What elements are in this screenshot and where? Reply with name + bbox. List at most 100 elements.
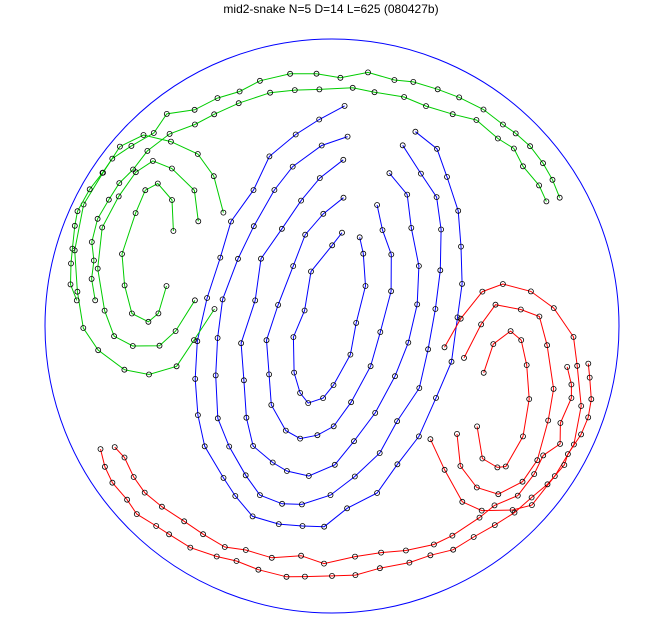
vertex-marker (519, 478, 526, 485)
vertex-marker (517, 306, 524, 313)
vertex-marker (536, 182, 542, 189)
vertex-marker (557, 420, 564, 426)
vertex-marker (91, 257, 97, 264)
vertex-marker (298, 501, 305, 508)
vertex-marker (194, 412, 201, 419)
vertex-marker (140, 132, 147, 138)
vertex-marker (271, 187, 278, 193)
vertex-marker (299, 523, 306, 529)
vertex-marker (269, 459, 276, 466)
vertex-marker (574, 362, 581, 369)
snake-path-green (121, 182, 174, 323)
vertex-marker (416, 385, 423, 392)
vertex-marker (318, 142, 325, 149)
vertex-marker (130, 474, 137, 480)
vertex-marker (568, 381, 575, 388)
vertex-marker (71, 222, 78, 229)
vertex-marker (585, 360, 592, 367)
vertex-marker (415, 433, 422, 440)
vertex-marker (433, 394, 439, 401)
vertex-marker (414, 301, 421, 308)
vertex-marker (109, 479, 116, 486)
vertex-marker (450, 546, 457, 553)
vertex-marker (132, 210, 139, 217)
vertex-marker (109, 155, 116, 162)
vertex-marker (266, 153, 273, 160)
vertex-marker (163, 283, 170, 289)
vertex-marker (556, 194, 563, 201)
vertex-marker (512, 130, 519, 137)
vertex-marker (330, 382, 337, 389)
vertex-marker (316, 86, 323, 93)
vertex-marker (308, 268, 314, 275)
vertex-marker (479, 455, 486, 462)
vertex-marker (191, 187, 198, 194)
vertex-marker (191, 121, 198, 128)
snake-path-green (91, 87, 547, 301)
vertex-marker (507, 328, 514, 335)
vertex-marker (166, 531, 173, 538)
vertex-marker (111, 444, 118, 451)
vertex-marker (531, 471, 538, 478)
vertex-marker (570, 333, 577, 340)
vertex-marker (337, 74, 344, 81)
vertex-marker (473, 484, 480, 491)
vertex-marker (129, 343, 136, 349)
vertex-marker (297, 389, 304, 396)
vertex-marker (95, 347, 102, 354)
vertex-marker (480, 106, 487, 113)
vertex-marker (321, 560, 327, 567)
vertex-marker (250, 187, 257, 194)
vertex-marker (557, 440, 563, 447)
vertex-marker (173, 363, 180, 370)
vertex-marker (275, 521, 282, 527)
vertex-marker (405, 339, 412, 346)
vertex-marker (116, 180, 123, 187)
vertex-marker (228, 218, 234, 225)
vertex-marker (194, 338, 201, 345)
vertex-marker (329, 573, 335, 579)
vertex-marker (298, 552, 305, 559)
vertex-marker (430, 541, 437, 548)
snake-paths (67, 69, 595, 580)
vertex-marker (146, 371, 152, 378)
vertex-marker (454, 314, 461, 321)
vertex-marker (169, 197, 175, 203)
vertex-marker (495, 491, 502, 498)
vertex-marker (80, 325, 87, 331)
vertex-marker (145, 318, 152, 325)
vertex-marker (499, 121, 506, 128)
vertex-marker (520, 163, 526, 170)
vertex-marker (282, 427, 289, 434)
vertex-marker (168, 165, 175, 172)
vertex-marker (250, 443, 257, 449)
vertex-marker (302, 231, 309, 238)
vertex-marker (214, 415, 221, 422)
vertex-marker (154, 180, 161, 187)
vertex-marker (327, 492, 334, 499)
vertex-marker (242, 547, 249, 553)
vertex-marker (449, 111, 456, 118)
vertex-marker (117, 143, 123, 150)
vertex-marker (415, 263, 422, 269)
vertex-marker (316, 175, 323, 182)
vertex-marker (195, 218, 202, 225)
vertex-marker (201, 443, 208, 450)
vertex-marker (348, 399, 355, 406)
vertex-marker (494, 464, 501, 471)
vertex-marker (473, 117, 480, 123)
vertex-marker (97, 446, 104, 453)
vertex-marker (172, 328, 179, 335)
snake-path-red (100, 363, 592, 578)
vertex-marker (283, 468, 290, 474)
vertex-marker (194, 151, 201, 157)
vertex-marker (454, 430, 460, 437)
vertex-marker (210, 173, 217, 180)
vertex-marker (192, 375, 199, 382)
vertex-marker (99, 169, 106, 176)
vertex-marker (528, 494, 535, 501)
vertex-marker (252, 297, 259, 304)
vertex-marker (330, 423, 337, 430)
vertex-marker (388, 251, 395, 258)
